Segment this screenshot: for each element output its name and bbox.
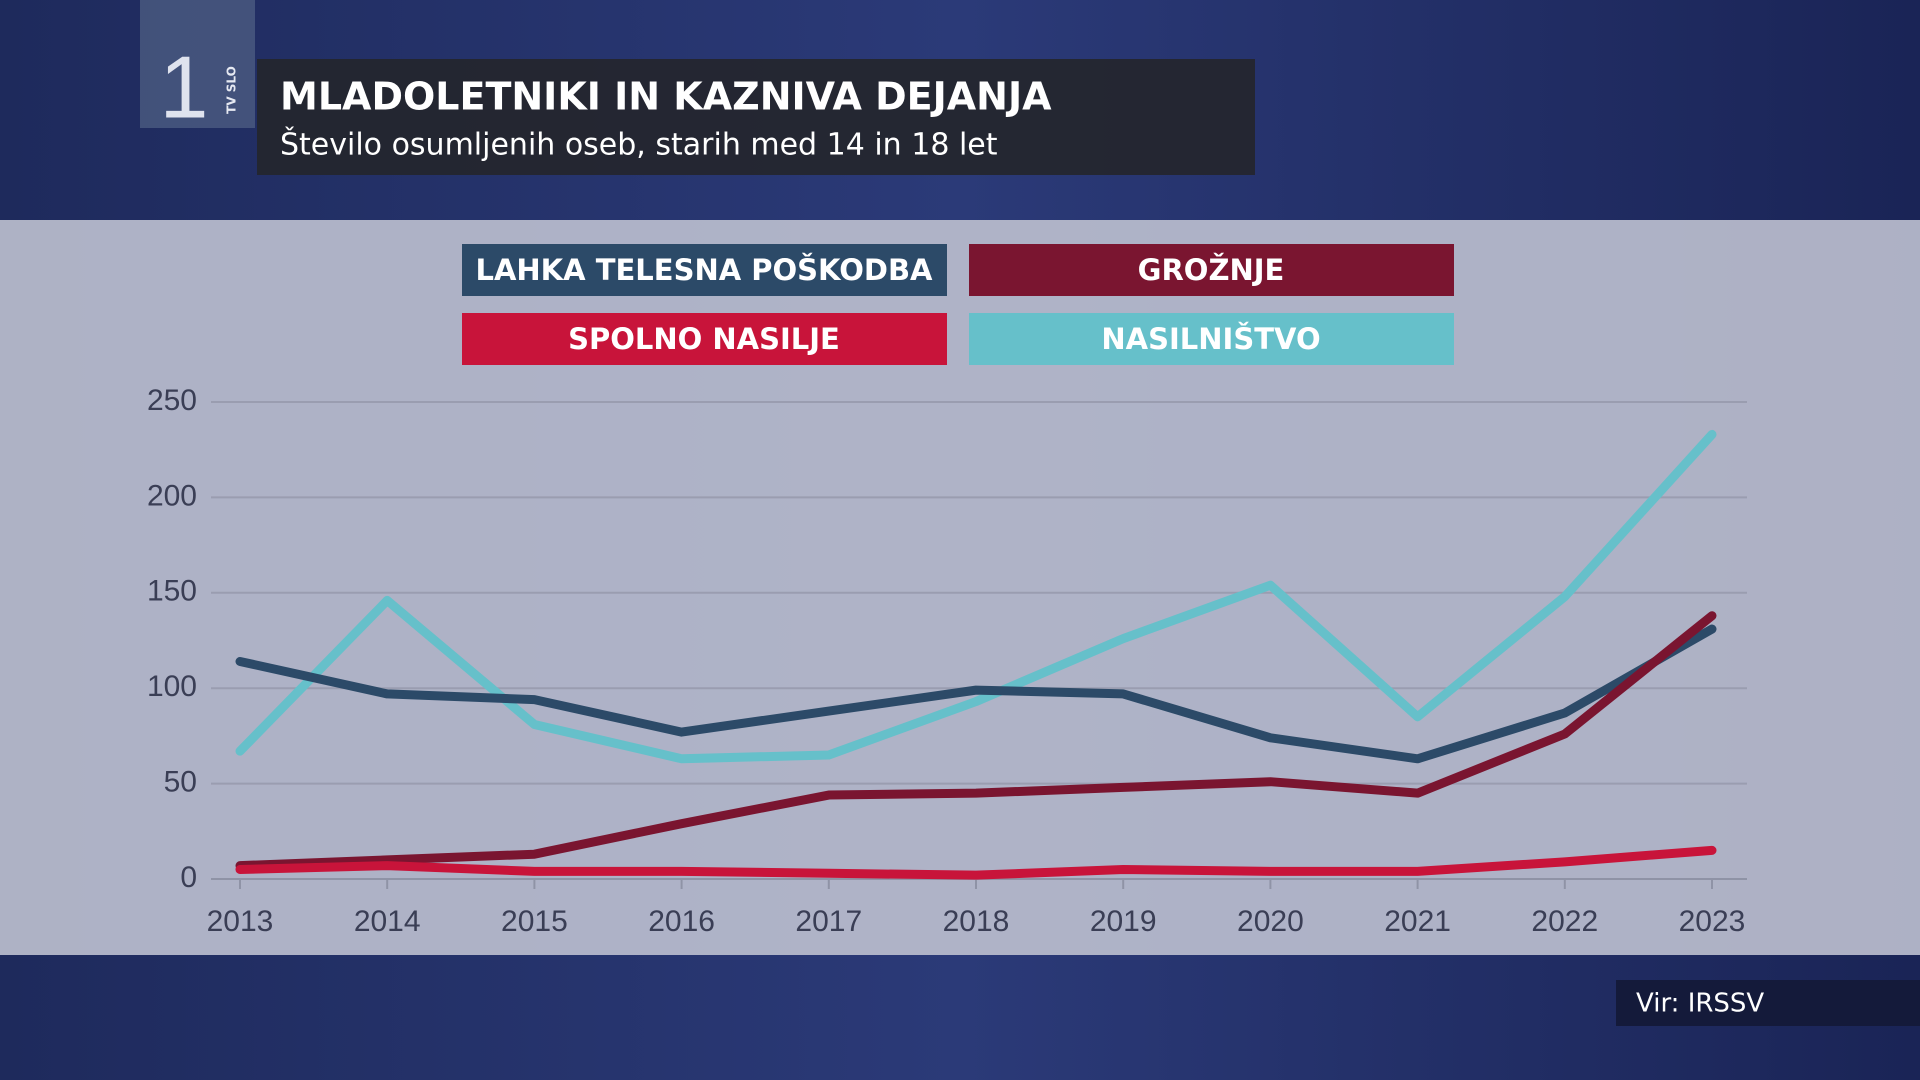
x-tick-label: 2022 — [1531, 905, 1598, 938]
x-tick-label: 2021 — [1384, 905, 1451, 938]
series-line — [235, 429, 1717, 764]
series-line — [235, 624, 1717, 764]
x-tick-label: 2014 — [354, 905, 421, 938]
y-tick-label: 200 — [147, 479, 197, 512]
chart-panel — [0, 220, 1920, 955]
legend-label: SPOLNO NASILJE — [568, 322, 840, 356]
x-tick-label: 2013 — [207, 905, 274, 938]
title-box — [257, 59, 1255, 175]
chart-title: MLADOLETNIKI IN KAZNIVA DEJANJA — [280, 75, 1052, 119]
y-tick-label: 250 — [147, 384, 197, 417]
x-tick-label: 2023 — [1679, 905, 1746, 938]
legend-label: NASILNIŠTVO — [1101, 322, 1320, 356]
x-tick-label: 2019 — [1090, 905, 1157, 938]
legend-swatch — [462, 244, 947, 296]
chart-subtitle: Število osumljenih oseb, starih med 14 i… — [280, 126, 998, 163]
y-tick-label: 150 — [147, 575, 197, 608]
x-tick-label: 2015 — [501, 905, 568, 938]
source-box — [1616, 980, 1920, 1026]
series-line — [235, 845, 1717, 880]
series-line — [235, 611, 1717, 871]
x-tick-label: 2018 — [943, 905, 1010, 938]
logo-name: TV SLO — [225, 66, 239, 114]
legend-label: LAHKA TELESNA POŠKODBA — [475, 253, 933, 287]
logo-box — [140, 0, 255, 128]
x-tick-label: 2020 — [1237, 905, 1304, 938]
legend-swatch — [462, 313, 947, 365]
x-tick-label: 2017 — [795, 905, 862, 938]
x-tick-label: 2016 — [648, 905, 715, 938]
logo-number: 1 — [160, 37, 209, 136]
y-tick-label: 100 — [147, 670, 197, 703]
legend-swatch — [969, 244, 1454, 296]
y-tick-label: 0 — [180, 861, 197, 894]
legend-label: GROŽNJE — [1138, 253, 1285, 287]
y-tick-label: 50 — [164, 766, 197, 799]
source: Vir: IRSSV — [1636, 989, 1764, 1019]
legend-swatch — [969, 313, 1454, 365]
